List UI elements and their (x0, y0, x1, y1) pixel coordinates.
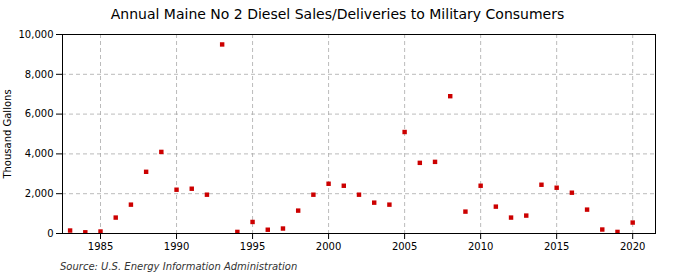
svg-text:6,000: 6,000 (25, 108, 54, 119)
svg-text:4,000: 4,000 (25, 148, 54, 159)
svg-text:2000: 2000 (316, 241, 341, 252)
svg-text:Thousand Gallons: Thousand Gallons (2, 89, 13, 179)
svg-text:2010: 2010 (468, 241, 493, 252)
svg-text:2020: 2020 (620, 241, 645, 252)
html-text:Source: U.S. Energy Informatio: Source: U.S. Energy Information Administ… (60, 261, 298, 272)
svg-text:2015: 2015 (544, 241, 569, 252)
svg-text:8,000: 8,000 (25, 69, 54, 80)
html-text:Annual Maine No 2 Diesel Sales: Annual Maine No 2 Diesel Sales/Deliverie… (110, 6, 565, 22)
svg-text:1990: 1990 (164, 241, 189, 252)
svg-text:1985: 1985 (88, 241, 113, 252)
svg-text:1995: 1995 (240, 241, 265, 252)
svg-text:0: 0 (47, 228, 53, 239)
svg-text:2005: 2005 (392, 241, 417, 252)
svg-text:10,000: 10,000 (19, 29, 54, 40)
svg-text:2,000: 2,000 (25, 188, 54, 199)
